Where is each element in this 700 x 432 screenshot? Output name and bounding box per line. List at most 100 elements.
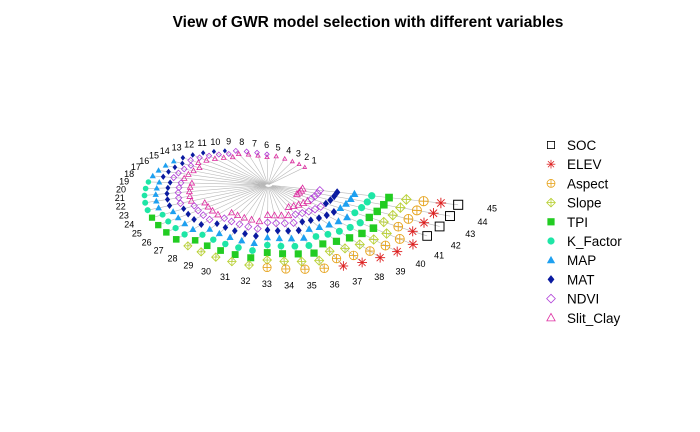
legend-symbol-mat	[547, 275, 555, 284]
legend-label-slit-clay: Slit_Clay	[567, 311, 621, 326]
point-aspect-model-36	[319, 263, 329, 273]
point-tpi-model-41	[369, 224, 378, 232]
point-tpi-model-30	[217, 247, 224, 254]
point-ndvi-model-33	[263, 218, 272, 227]
point-k-factor-model-45	[368, 192, 376, 200]
model-label: 4	[286, 145, 291, 155]
point-mat-model-19	[167, 179, 173, 186]
point-ndvi-model-45	[315, 186, 325, 195]
point-mat-model-35	[285, 227, 292, 235]
point-ndvi-model-17	[174, 169, 182, 177]
point-ndvi-model-30	[235, 220, 244, 229]
point-map-model-22	[153, 197, 160, 204]
model-label: 11	[197, 138, 206, 148]
point-slope-model-40	[368, 234, 379, 245]
model-label: 21	[115, 193, 125, 203]
point-ndvi-model-18	[170, 174, 178, 182]
point-slope-model-30	[211, 252, 221, 262]
spoke-line	[246, 151, 268, 185]
point-slit-clay-model-1	[302, 164, 308, 169]
point-slit-clay-model-32	[255, 217, 264, 225]
point-tpi-model-27	[172, 236, 180, 243]
model-label: 26	[142, 237, 152, 247]
point-ndvi-model-28	[220, 214, 229, 223]
spoke-line	[256, 152, 269, 185]
point-ndvi-model-16	[180, 165, 188, 173]
spoke-line	[270, 186, 381, 258]
point-slit-clay-model-30	[240, 213, 249, 221]
model-label: 27	[154, 246, 164, 256]
spoke-line	[271, 185, 428, 237]
point-map-model-18	[149, 172, 156, 179]
point-slope-model-29	[196, 247, 206, 257]
point-ndvi-model-23	[176, 199, 185, 208]
point-aspect-model-41	[394, 233, 405, 244]
point-mat-model-29	[222, 224, 229, 232]
chart-title: View of GWR model selection with differe…	[173, 14, 564, 31]
point-tpi-model-32	[247, 254, 255, 262]
spoke-line	[268, 166, 305, 185]
legend-symbol-elev	[546, 159, 556, 169]
marks-layer	[141, 147, 464, 274]
point-aspect-model-39	[365, 246, 375, 256]
point-slit-clay-model-25	[204, 202, 212, 210]
point-map-model-21	[152, 191, 159, 197]
point-map-model-30	[226, 233, 234, 241]
model-label: 15	[149, 151, 159, 161]
model-label: 45	[487, 203, 497, 213]
point-aspect-model-38	[348, 250, 359, 261]
model-label: 22	[116, 202, 126, 212]
point-tpi-model-25	[155, 221, 162, 229]
point-mat-model-38	[307, 216, 314, 224]
point-ndvi-model-9	[232, 147, 239, 154]
point-mat-model-30	[231, 227, 238, 235]
point-ndvi-model-6	[264, 151, 270, 158]
point-k-factor-model-32	[249, 247, 256, 254]
model-label: 13	[172, 142, 182, 152]
point-slope-model-39	[354, 239, 365, 250]
point-k-factor-model-29	[210, 236, 217, 243]
point-map-model-27	[189, 225, 197, 233]
point-elev-model-38	[357, 257, 367, 268]
model-label: 31	[220, 272, 230, 282]
legend-symbol-ndvi	[546, 293, 556, 304]
model-label: 10	[210, 137, 220, 147]
spoke-line	[268, 164, 300, 185]
point-k-factor-model-36	[305, 242, 313, 250]
point-ndvi-model-25	[194, 206, 202, 215]
point-mat-model-15	[180, 160, 185, 167]
model-label: 42	[451, 240, 461, 250]
point-slope-model-31	[227, 256, 237, 267]
model-label: 28	[168, 253, 178, 263]
point-mat-model-39	[315, 214, 323, 222]
point-slit-clay-model-31	[247, 215, 256, 223]
point-ndvi-model-13	[196, 154, 203, 161]
point-slit-clay-model-2	[296, 161, 302, 166]
legend-symbol-soc	[547, 140, 556, 149]
model-label: 33	[262, 279, 272, 289]
point-ndvi-model-27	[205, 215, 214, 224]
point-k-factor-model-26	[172, 224, 179, 232]
point-aspect-model-35	[300, 264, 310, 274]
point-k-factor-model-38	[324, 230, 332, 238]
point-map-model-20	[153, 184, 160, 191]
point-tpi-model-38	[332, 237, 341, 245]
point-aspect-model-34	[281, 264, 291, 274]
point-mat-model-18	[160, 173, 166, 180]
point-mat-model-33	[264, 226, 271, 234]
point-slope-model-42	[378, 216, 389, 228]
point-slit-clay-model-12	[211, 155, 219, 161]
model-label: 20	[116, 184, 126, 194]
point-map-model-35	[287, 234, 296, 242]
point-ndvi-model-32	[253, 224, 262, 233]
point-mat-model-40	[323, 211, 330, 220]
point-map-model-37	[305, 225, 313, 232]
point-mat-model-36	[295, 226, 302, 235]
point-tpi-model-37	[319, 240, 327, 248]
point-map-model-19	[156, 179, 163, 185]
model-label: 2	[304, 152, 309, 162]
spoke-line	[213, 151, 267, 185]
point-slit-clay-model-9	[235, 150, 242, 157]
point-map-model-41	[343, 213, 352, 221]
model-label: 37	[352, 277, 362, 287]
